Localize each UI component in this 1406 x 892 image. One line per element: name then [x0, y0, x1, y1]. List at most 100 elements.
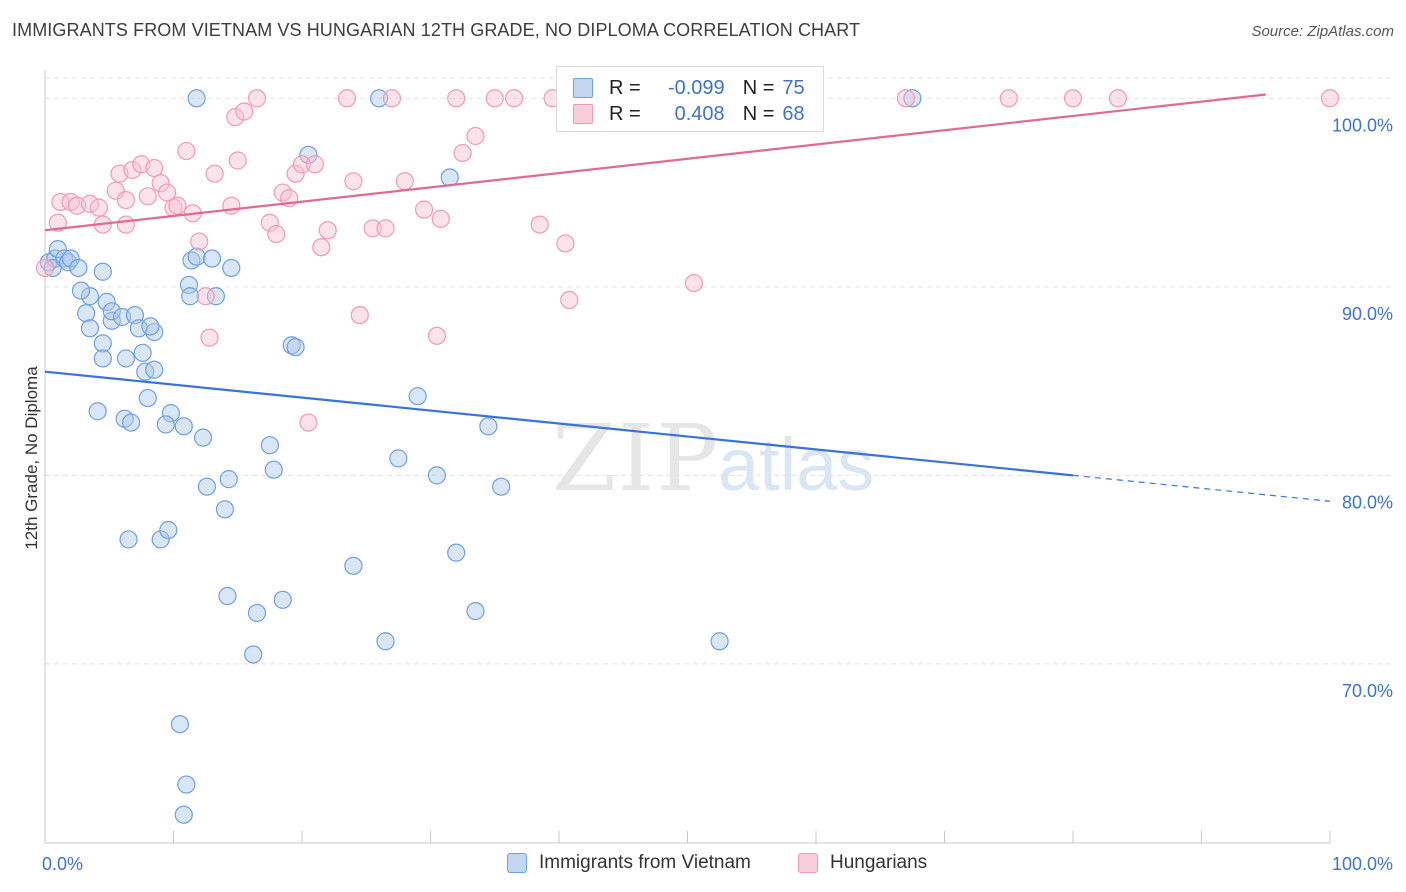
point-hungarians: [1108, 89, 1128, 108]
legend-swatch-vietnam: [507, 853, 527, 873]
point-vietnam: [48, 240, 67, 259]
point-vietnam: [903, 89, 922, 108]
point-hungarians: [196, 287, 215, 306]
point-vietnam: [370, 89, 389, 108]
point-vietnam: [88, 402, 107, 421]
point-hungarians: [286, 164, 305, 183]
legend-row-vietnam: R = -0.099 N = 75: [573, 75, 805, 101]
point-vietnam: [93, 334, 112, 353]
point-vietnam: [479, 417, 498, 436]
point-vietnam: [159, 520, 178, 540]
point-hungarians: [267, 224, 286, 244]
point-vietnam: [93, 349, 112, 368]
y-tick-label: 90.0%: [1342, 304, 1393, 324]
point-hungarians: [1320, 89, 1340, 108]
y-tick-label: 100.0%: [1332, 115, 1393, 135]
point-hungarians: [684, 273, 704, 293]
point-hungarians: [35, 258, 55, 278]
point-hungarians: [318, 221, 337, 240]
point-vietnam: [219, 470, 238, 489]
point-vietnam: [69, 258, 88, 278]
point-hungarians: [116, 215, 136, 234]
point-hungarians: [235, 102, 254, 121]
point-hungarians: [376, 219, 395, 238]
gridlines: [45, 77, 1395, 665]
y-axis-label: 12th Grade, No Diploma: [22, 366, 41, 550]
point-vietnam: [93, 262, 112, 281]
point-vietnam: [344, 556, 363, 575]
point-vietnam: [138, 388, 157, 408]
point-hungarians: [530, 215, 549, 234]
legend-swatch-hungarians: [573, 104, 593, 124]
trend-line-vietnam: [44, 370, 1074, 477]
point-vietnam: [151, 530, 170, 549]
point-vietnam: [174, 417, 193, 436]
point-vietnam: [427, 466, 447, 485]
point-hungarians: [350, 305, 369, 325]
point-vietnam: [102, 311, 121, 330]
point-hungarians: [299, 413, 318, 432]
point-vietnam: [187, 247, 206, 266]
point-vietnam: [174, 805, 193, 824]
series-legend: Immigrants from Vietnam Hungarians: [0, 852, 1406, 878]
point-vietnam: [492, 477, 511, 496]
legend-swatch-hungarians: [798, 853, 818, 873]
point-vietnam: [264, 460, 283, 479]
point-hungarians: [344, 172, 363, 191]
source-label: Source: ZipAtlas.com: [1251, 23, 1394, 40]
point-vietnam: [197, 477, 217, 496]
point-vietnam: [119, 530, 138, 549]
legend-item-hungarians[interactable]: Hungarians: [798, 852, 927, 874]
point-vietnam: [116, 349, 136, 368]
watermark-zip: ZIP: [552, 405, 720, 512]
point-vietnam: [286, 338, 305, 357]
point-hungarians: [226, 108, 245, 127]
point-vietnam: [77, 304, 96, 323]
r-value-hungarians: 0.408: [674, 102, 725, 125]
point-vietnam: [181, 287, 200, 306]
point-hungarians: [123, 160, 142, 180]
legend-item-vietnam[interactable]: Immigrants from Vietnam: [507, 852, 751, 874]
point-vietnam: [215, 500, 234, 519]
point-hungarians: [138, 187, 157, 206]
point-hungarians: [190, 232, 209, 251]
point-hungarians: [151, 174, 170, 193]
legend-label-vietnam: Immigrants from Vietnam: [539, 852, 751, 873]
point-hungarians: [363, 219, 382, 238]
point-vietnam: [244, 645, 263, 664]
point-vietnam: [161, 404, 181, 423]
point-hungarians: [200, 328, 219, 347]
point-hungarians: [382, 89, 402, 108]
point-vietnam: [97, 292, 116, 311]
point-vietnam: [71, 281, 91, 300]
point-vietnam: [156, 415, 175, 434]
tick-labels: 100.0% 90.0% 80.0% 70.0% 0.0% 100.0%: [42, 115, 1393, 874]
point-vietnam: [80, 287, 100, 306]
point-vietnam: [206, 287, 226, 306]
point-hungarians: [222, 196, 241, 215]
point-hungarians: [205, 164, 224, 183]
y-tick-label: 70.0%: [1342, 681, 1393, 701]
point-hungarians: [999, 89, 1018, 108]
point-vietnam: [121, 413, 141, 432]
axes: [44, 70, 1331, 844]
point-vietnam: [102, 302, 121, 321]
point-hungarians: [337, 89, 357, 108]
point-hungarians: [466, 126, 485, 146]
point-hungarians: [312, 238, 331, 257]
point-hungarians: [80, 194, 100, 213]
point-vietnam: [389, 449, 408, 468]
point-vietnam: [202, 249, 222, 268]
point-vietnam: [136, 362, 155, 381]
n-value-vietnam: 75: [782, 76, 805, 99]
point-hungarians: [431, 209, 450, 229]
point-vietnam: [129, 319, 148, 338]
point-hungarians: [427, 326, 447, 345]
point-vietnam: [299, 145, 318, 164]
point-hungarians: [896, 89, 916, 108]
point-vietnam: [273, 590, 292, 609]
n-label: N =: [742, 76, 775, 99]
point-vietnam: [440, 168, 459, 187]
point-hungarians: [260, 213, 279, 232]
